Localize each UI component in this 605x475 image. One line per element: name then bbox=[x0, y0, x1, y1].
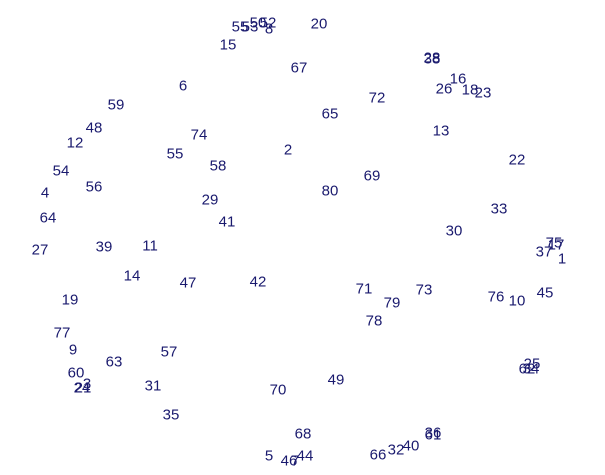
number-label: 27 bbox=[31, 241, 49, 259]
number-label: 3 bbox=[82, 375, 92, 393]
number-label: 74 bbox=[190, 126, 208, 144]
number-label: 36 bbox=[424, 424, 442, 442]
number-label: 69 bbox=[363, 167, 381, 185]
number-label: 52 bbox=[259, 14, 277, 32]
number-label: 56 bbox=[85, 178, 103, 196]
number-label: 47 bbox=[179, 274, 197, 292]
number-label: 37 bbox=[535, 243, 553, 261]
number-label: 63 bbox=[105, 353, 123, 371]
number-label: 61 bbox=[424, 426, 442, 444]
number-label: 26 bbox=[435, 80, 453, 98]
number-label: 78 bbox=[365, 312, 383, 330]
number-label: 66 bbox=[369, 446, 387, 464]
number-label: 39 bbox=[95, 238, 113, 256]
number-label: 68 bbox=[294, 425, 312, 443]
number-label: 12 bbox=[66, 134, 84, 152]
number-label: 21 bbox=[74, 379, 92, 397]
number-label: 22 bbox=[508, 151, 526, 169]
number-label: 13 bbox=[432, 122, 450, 140]
number-label: 67 bbox=[290, 59, 308, 77]
number-label: 29 bbox=[201, 191, 219, 209]
number-label: 8 bbox=[264, 20, 274, 38]
number-label: 42 bbox=[249, 273, 267, 291]
number-label: 53 bbox=[241, 18, 259, 36]
number-label: 76 bbox=[487, 288, 505, 306]
number-label: 64 bbox=[39, 209, 57, 227]
number-label: 71 bbox=[355, 280, 373, 298]
number-label: 11 bbox=[142, 237, 158, 255]
number-label: 65 bbox=[321, 105, 339, 123]
number-label: 2 bbox=[283, 141, 293, 159]
number-label: 49 bbox=[327, 371, 345, 389]
number-label: 48 bbox=[85, 119, 103, 137]
number-label: 59 bbox=[107, 96, 125, 114]
number-label: 58 bbox=[209, 157, 227, 175]
number-label: 55 bbox=[231, 18, 249, 36]
number-label: 33 bbox=[490, 200, 508, 218]
number-label: 5 bbox=[264, 447, 274, 465]
number-label: 54 bbox=[52, 162, 70, 180]
number-label: 72 bbox=[368, 89, 386, 107]
number-label: 77 bbox=[53, 324, 71, 342]
number-label: 41 bbox=[218, 213, 236, 231]
number-label: 44 bbox=[296, 447, 314, 465]
number-label: 14 bbox=[123, 267, 141, 285]
number-label: 40 bbox=[402, 437, 420, 455]
number-label: 60 bbox=[67, 364, 85, 382]
number-label: 57 bbox=[160, 343, 178, 361]
number-label: 20 bbox=[310, 15, 328, 33]
number-label: 34 bbox=[522, 360, 540, 378]
number-label: 70 bbox=[269, 381, 287, 399]
number-label: 55 bbox=[166, 145, 184, 163]
number-label: 4 bbox=[40, 184, 50, 202]
number-label: 45 bbox=[536, 284, 554, 302]
number-label: 6 bbox=[178, 77, 188, 95]
number-label: 38 bbox=[423, 50, 441, 68]
number-label: 80 bbox=[321, 182, 339, 200]
number-label: 50 bbox=[249, 14, 267, 32]
number-label: 16 bbox=[449, 70, 467, 88]
number-label: 23 bbox=[474, 84, 492, 102]
number-label: 46 bbox=[280, 452, 298, 470]
number-label: 62 bbox=[518, 360, 536, 378]
number-label: 24 bbox=[73, 379, 91, 397]
number-label: 32 bbox=[387, 441, 405, 459]
number-label: 35 bbox=[162, 406, 180, 424]
number-label: 28 bbox=[423, 49, 441, 67]
number-label: 75 bbox=[545, 234, 563, 252]
number-label: 15 bbox=[219, 36, 237, 54]
number-label: 1 bbox=[557, 250, 567, 268]
number-label: 10 bbox=[508, 292, 526, 310]
number-label: 79 bbox=[383, 294, 401, 312]
number-label: 18 bbox=[461, 81, 479, 99]
number-label: 19 bbox=[61, 291, 79, 309]
number-label: 30 bbox=[445, 222, 463, 240]
number-label: 31 bbox=[144, 377, 162, 395]
number-label: 73 bbox=[415, 281, 433, 299]
number-label: 9 bbox=[68, 341, 78, 359]
number-label: 17 bbox=[547, 236, 565, 254]
number-label: 7 bbox=[290, 452, 300, 470]
number-label: 25 bbox=[523, 355, 541, 373]
